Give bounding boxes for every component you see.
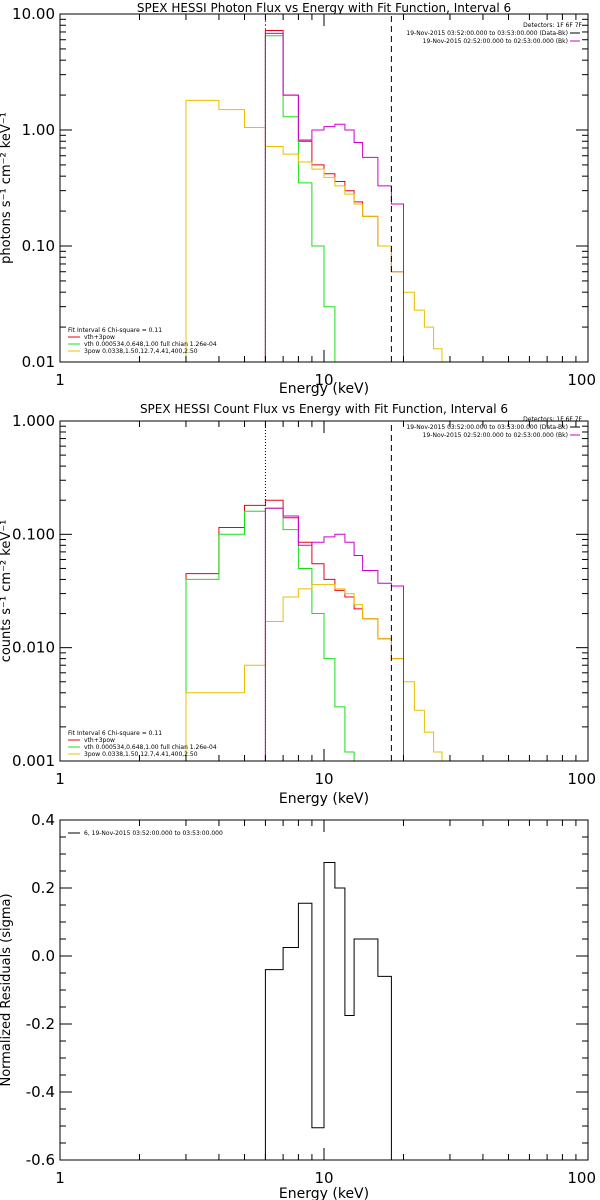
x-tick-label: 1 [55, 371, 65, 389]
x-axis-label: Energy (keV) [279, 791, 369, 807]
legend-item: vth+3pow [84, 334, 115, 341]
y-tick-label: 10.00 [12, 5, 55, 23]
y-tick-label: -0.4 [26, 1083, 55, 1101]
legend-header: Fit Interval 6 Chi-square = 0.11 [68, 327, 162, 334]
y-axis-label: counts s⁻¹ cm⁻² keV⁻¹ [0, 520, 14, 663]
y-tick-label: 0.01 [22, 353, 55, 371]
plot-area [264, 862, 392, 1160]
data-interval-label: 19-Nov-2015 03:52:00.000 to 03:53:00.000… [406, 424, 568, 431]
y-tick-label: -0.6 [26, 1151, 55, 1169]
legend-item: vth+3pow [84, 737, 115, 744]
y-axis-label: Normalized Residuals (sigma) [0, 893, 14, 1086]
x-tick-label: 100 [567, 1169, 596, 1187]
y-tick-label: 0.100 [12, 525, 55, 543]
chart-title: SPEX HESSI Photon Flux vs Energy with Fi… [137, 1, 511, 15]
x-tick-label: 1 [55, 1169, 65, 1187]
bk-interval-label: 19-Nov-2015 02:52:00.000 to 02:53:00.000… [423, 38, 568, 45]
x-tick-label: 10 [314, 371, 333, 389]
chart-panel-1: SPEX HESSI Photon Flux vs Energy with Fi… [0, 1, 596, 397]
y-tick-label: 0.10 [22, 237, 55, 255]
series-3pow [185, 99, 450, 362]
detectors-label: Detectors: 1F 6F 7F [523, 22, 582, 29]
x-tick-label: 1 [55, 770, 65, 788]
detectors-label: Detectors: 1F 6F 7F [523, 416, 582, 423]
legend-item: vth 0.000534,0.648,1.00 full chian 1.26e… [84, 744, 217, 751]
y-tick-label: -0.2 [26, 1015, 55, 1033]
legend-item: 6, 19-Nov-2015 03:52:00.000 to 03:53:00.… [84, 830, 223, 837]
chart-panel-2: SPEX HESSI Count Flux vs Energy with Fit… [0, 402, 596, 807]
chart-title: SPEX HESSI Count Flux vs Energy with Fit… [140, 402, 508, 416]
y-tick-label: 1.000 [12, 412, 55, 430]
series-6-19-nov-2015-03-52- [264, 862, 392, 1160]
series-3pow [185, 584, 450, 761]
data-interval-label: 19-Nov-2015 03:52:00.000 to 03:53:00.000… [406, 30, 568, 37]
plot-frame [59, 420, 589, 762]
series-data [264, 32, 404, 362]
x-axis-label: Energy (keV) [279, 1186, 369, 1200]
x-axis-label: Energy (keV) [279, 381, 369, 397]
legend-header: Fit Interval 6 Chi-square = 0.11 [68, 730, 162, 737]
plot-area [185, 421, 450, 761]
bk-interval-label: 19-Nov-2015 02:52:00.000 to 02:53:00.000… [423, 432, 568, 439]
series-vth [185, 507, 355, 761]
y-tick-label: 0.010 [12, 639, 55, 657]
x-tick-label: 10 [314, 770, 333, 788]
x-tick-label: 100 [567, 770, 596, 788]
plot-area [185, 14, 450, 362]
y-tick-label: 0.001 [12, 752, 55, 770]
chart-panel-3: 1 10 100 -0.6 -0.4 -0.2 0.0 0.2 0.4 Energy (keV) N… [0, 811, 596, 1200]
series-vth [264, 35, 345, 362]
y-tick-label: 0.0 [31, 947, 55, 965]
y-axis-label: photons s⁻¹ cm⁻² keV⁻¹ [0, 112, 14, 264]
y-tick-label: 0.4 [31, 811, 55, 829]
legend-item: 3pow 0.0338,1.50,12.7,4.41,400,2.50 [84, 751, 198, 758]
y-tick-label: 1.00 [22, 121, 55, 139]
legend-item: vth 0.000534,0.648,1.00 full chian 1.26e… [84, 341, 217, 348]
x-tick-label: 10 [314, 1169, 333, 1187]
series-data [264, 507, 404, 761]
legend-item: 3pow 0.0338,1.50,12.7,4.41,400,2.50 [84, 348, 198, 355]
plot-frame [59, 13, 589, 363]
x-tick-label: 100 [567, 371, 596, 389]
y-tick-label: 0.2 [31, 879, 55, 897]
